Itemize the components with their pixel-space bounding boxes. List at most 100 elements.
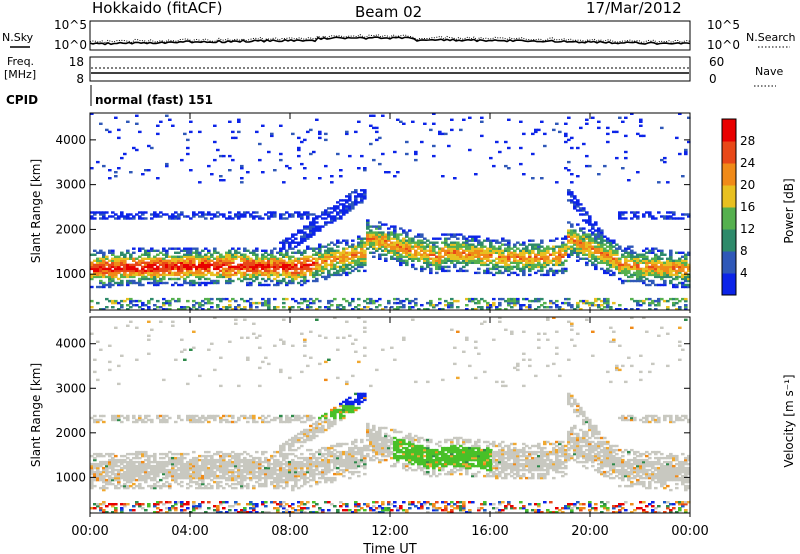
heatmap-cell: [576, 205, 580, 208]
heatmap-cell: [441, 267, 445, 271]
heatmap-cell: [414, 301, 418, 305]
heatmap-cell: [489, 239, 493, 242]
heatmap-cell: [273, 478, 277, 482]
heatmap-cell: [396, 245, 400, 248]
heatmap-cell: [396, 301, 400, 305]
heatmap-cell: [561, 247, 565, 250]
heatmap-cell: [300, 432, 304, 436]
heatmap-cell: [636, 275, 640, 279]
heatmap-cell: [144, 454, 148, 458]
heatmap-cell: [489, 271, 493, 275]
heatmap-cell: [300, 370, 304, 374]
heatmap-cell: [372, 251, 376, 254]
heatmap-cell: [249, 304, 253, 307]
heatmap-cell: [567, 169, 571, 172]
heatmap-cell: [105, 306, 109, 309]
heatmap-cell: [624, 257, 628, 260]
heatmap-cell: [666, 271, 670, 275]
heatmap-cell: [222, 273, 226, 277]
heatmap-cell: [612, 130, 616, 134]
heatmap-cell: [495, 306, 499, 309]
heatmap-cell: [630, 255, 634, 258]
heatmap-cell: [300, 297, 304, 301]
heatmap-cell: [462, 237, 466, 240]
heatmap-cell: [594, 247, 598, 250]
heatmap-cell: [105, 460, 109, 464]
heatmap-cell: [324, 253, 328, 256]
heatmap-cell: [237, 384, 241, 388]
heatmap-cell: [195, 414, 199, 418]
heatmap-cell: [267, 460, 271, 464]
heatmap-cell: [135, 420, 139, 424]
heatmap-cell: [282, 217, 286, 220]
heatmap-cell: [666, 308, 670, 311]
heatmap-cell: [564, 253, 568, 256]
heatmap-cell: [111, 299, 115, 303]
heatmap-cell: [273, 247, 277, 250]
heatmap-cell: [372, 233, 376, 236]
heatmap-cell: [648, 259, 652, 262]
heatmap-cell: [117, 476, 121, 480]
heatmap-cell: [231, 130, 235, 134]
heatmap-cell: [261, 482, 265, 486]
heatmap-cell: [180, 418, 184, 422]
heatmap-cell: [486, 301, 490, 305]
heatmap-cell: [201, 261, 205, 264]
heatmap-cell: [297, 229, 301, 232]
heatmap-cell: [222, 257, 226, 260]
heatmap-cell: [453, 249, 457, 252]
heatmap-cell: [120, 306, 124, 309]
heatmap-cell: [594, 257, 598, 260]
heatmap-cell: [318, 263, 322, 267]
heatmap-cell: [474, 239, 478, 242]
heatmap-cell: [288, 215, 292, 218]
heatmap-cell: [129, 460, 133, 464]
heatmap-cell: [498, 241, 502, 244]
heatmap-cell: [288, 444, 292, 448]
heatmap-cell: [246, 336, 250, 339]
heatmap-cell: [258, 269, 262, 273]
heatmap-cell: [180, 474, 184, 478]
heatmap-cell: [219, 175, 223, 178]
heatmap-cell: [582, 299, 586, 303]
heatmap-cell: [168, 263, 172, 267]
heatmap-cell: [273, 460, 277, 464]
heatmap-cell: [144, 217, 148, 220]
heatmap-cell: [522, 132, 526, 136]
heatmap-cell: [291, 277, 295, 281]
heatmap-cell: [345, 257, 349, 260]
heatmap-cell: [645, 297, 649, 301]
heatmap-cell: [465, 237, 469, 240]
heatmap-cell: [273, 259, 277, 262]
heatmap-cell: [684, 253, 688, 256]
heatmap-cell: [126, 249, 130, 252]
heatmap-cell: [198, 486, 202, 490]
heatmap-cell: [534, 271, 538, 275]
heatmap-cell: [162, 462, 166, 466]
heatmap-cell: [162, 308, 166, 311]
heatmap-cell: [657, 257, 661, 260]
heatmap-cell: [360, 255, 364, 258]
heatmap-cell: [426, 257, 430, 260]
heatmap-cell: [240, 474, 244, 478]
heatmap-cell: [216, 511, 220, 514]
heatmap-cell: [306, 304, 310, 307]
heatmap-cell: [609, 247, 613, 250]
heatmap-cell: [360, 197, 364, 200]
heatmap-cell: [585, 253, 589, 256]
heatmap-cell: [246, 472, 250, 476]
heatmap-cell: [585, 249, 589, 252]
heatmap-cell: [150, 476, 154, 480]
heatmap-cell: [93, 470, 97, 474]
heatmap-cell: [606, 255, 610, 258]
heatmap-cell: [285, 442, 289, 446]
heatmap-cell: [279, 338, 283, 341]
heatmap-cell: [285, 281, 289, 285]
heatmap-cell: [288, 416, 292, 420]
heatmap-cell: [177, 466, 181, 470]
heatmap-cell: [327, 255, 331, 258]
heatmap-cell: [216, 271, 220, 275]
heatmap-cell: [327, 207, 331, 210]
heatmap-cell: [240, 509, 244, 512]
heatmap-cell: [576, 247, 580, 250]
